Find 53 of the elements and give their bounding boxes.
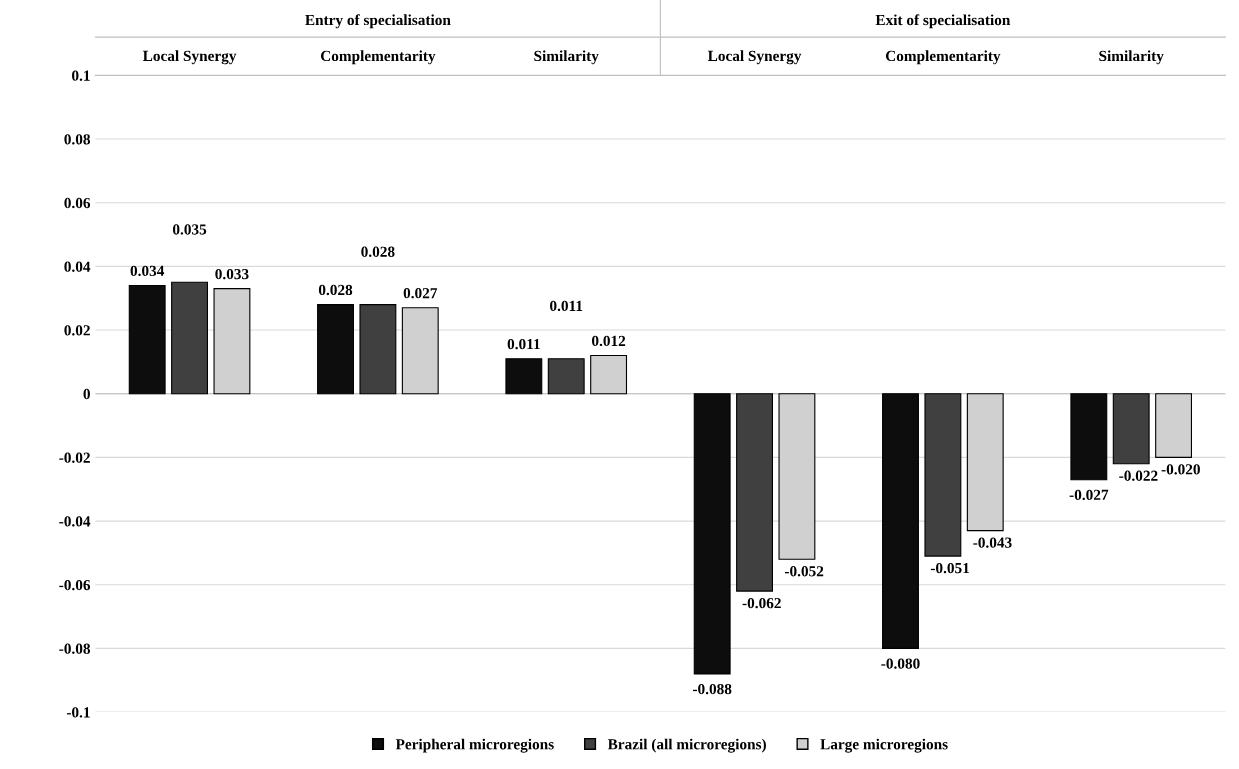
x-tick-label: Similarity <box>534 50 599 65</box>
bar <box>359 304 397 395</box>
data-label: 0.011 <box>550 300 583 312</box>
data-label: 0.012 <box>591 335 626 347</box>
x-tick-label: Local Synergy <box>707 50 802 65</box>
data-label: -0.052 <box>784 566 824 577</box>
x-tick-label: Similarity <box>1099 50 1164 65</box>
data-label: 0.028 <box>361 246 395 257</box>
y-tick-label: -0.08 <box>59 643 91 654</box>
y-tick-label: 0.02 <box>64 325 90 336</box>
bar <box>128 284 166 395</box>
bar <box>317 304 354 395</box>
text: Entry of specialisation <box>305 14 451 29</box>
bar <box>505 358 543 395</box>
data-label: -0.020 <box>1161 464 1200 475</box>
y-tick-label: 0.08 <box>64 134 91 145</box>
data-label: -0.062 <box>742 597 781 609</box>
y-tick-label: 0.1 <box>72 70 90 81</box>
legend-label: Peripheral microregions <box>395 738 554 753</box>
legend-label: Brazil (all microregions) <box>607 738 766 753</box>
data-label: -0.027 <box>1069 489 1109 501</box>
bar <box>171 281 209 395</box>
bar <box>1070 393 1108 481</box>
bar <box>547 358 585 395</box>
data-label: 0.033 <box>215 268 249 280</box>
y-tick-label: -0.02 <box>59 452 90 463</box>
data-label: 0.011 <box>507 338 540 350</box>
bar <box>736 393 773 592</box>
x-tick-label: Local Synergy <box>142 50 237 65</box>
y-tick-label: -0.06 <box>59 579 91 591</box>
legend-label: Large microregions <box>820 738 948 753</box>
data-label: -0.051 <box>930 562 970 574</box>
data-label: -0.043 <box>973 537 1012 548</box>
data-label: -0.088 <box>693 683 732 695</box>
data-label: 0.027 <box>403 287 438 299</box>
bar <box>590 354 628 395</box>
data-label: 0.034 <box>130 265 165 277</box>
y-tick-label: -0.04 <box>59 516 91 527</box>
data-label: 0.035 <box>172 224 207 235</box>
bar <box>693 393 731 675</box>
bar <box>924 393 962 557</box>
data-label: -0.080 <box>881 658 920 669</box>
bar <box>1112 393 1150 465</box>
x-tick-label: Complementarity <box>320 50 436 65</box>
x-tick-label: Complementarity <box>885 50 1001 65</box>
y-tick-label: -0.1 <box>66 707 90 718</box>
y-tick-label: 0.04 <box>64 261 91 272</box>
y-tick-label: 0 <box>83 388 90 400</box>
text: Exit of specialisation <box>875 14 1011 29</box>
y-tick-label: 0.06 <box>64 197 91 209</box>
data-label: -0.022 <box>1119 470 1158 481</box>
data-label: 0.028 <box>318 284 353 296</box>
bar <box>882 393 919 649</box>
